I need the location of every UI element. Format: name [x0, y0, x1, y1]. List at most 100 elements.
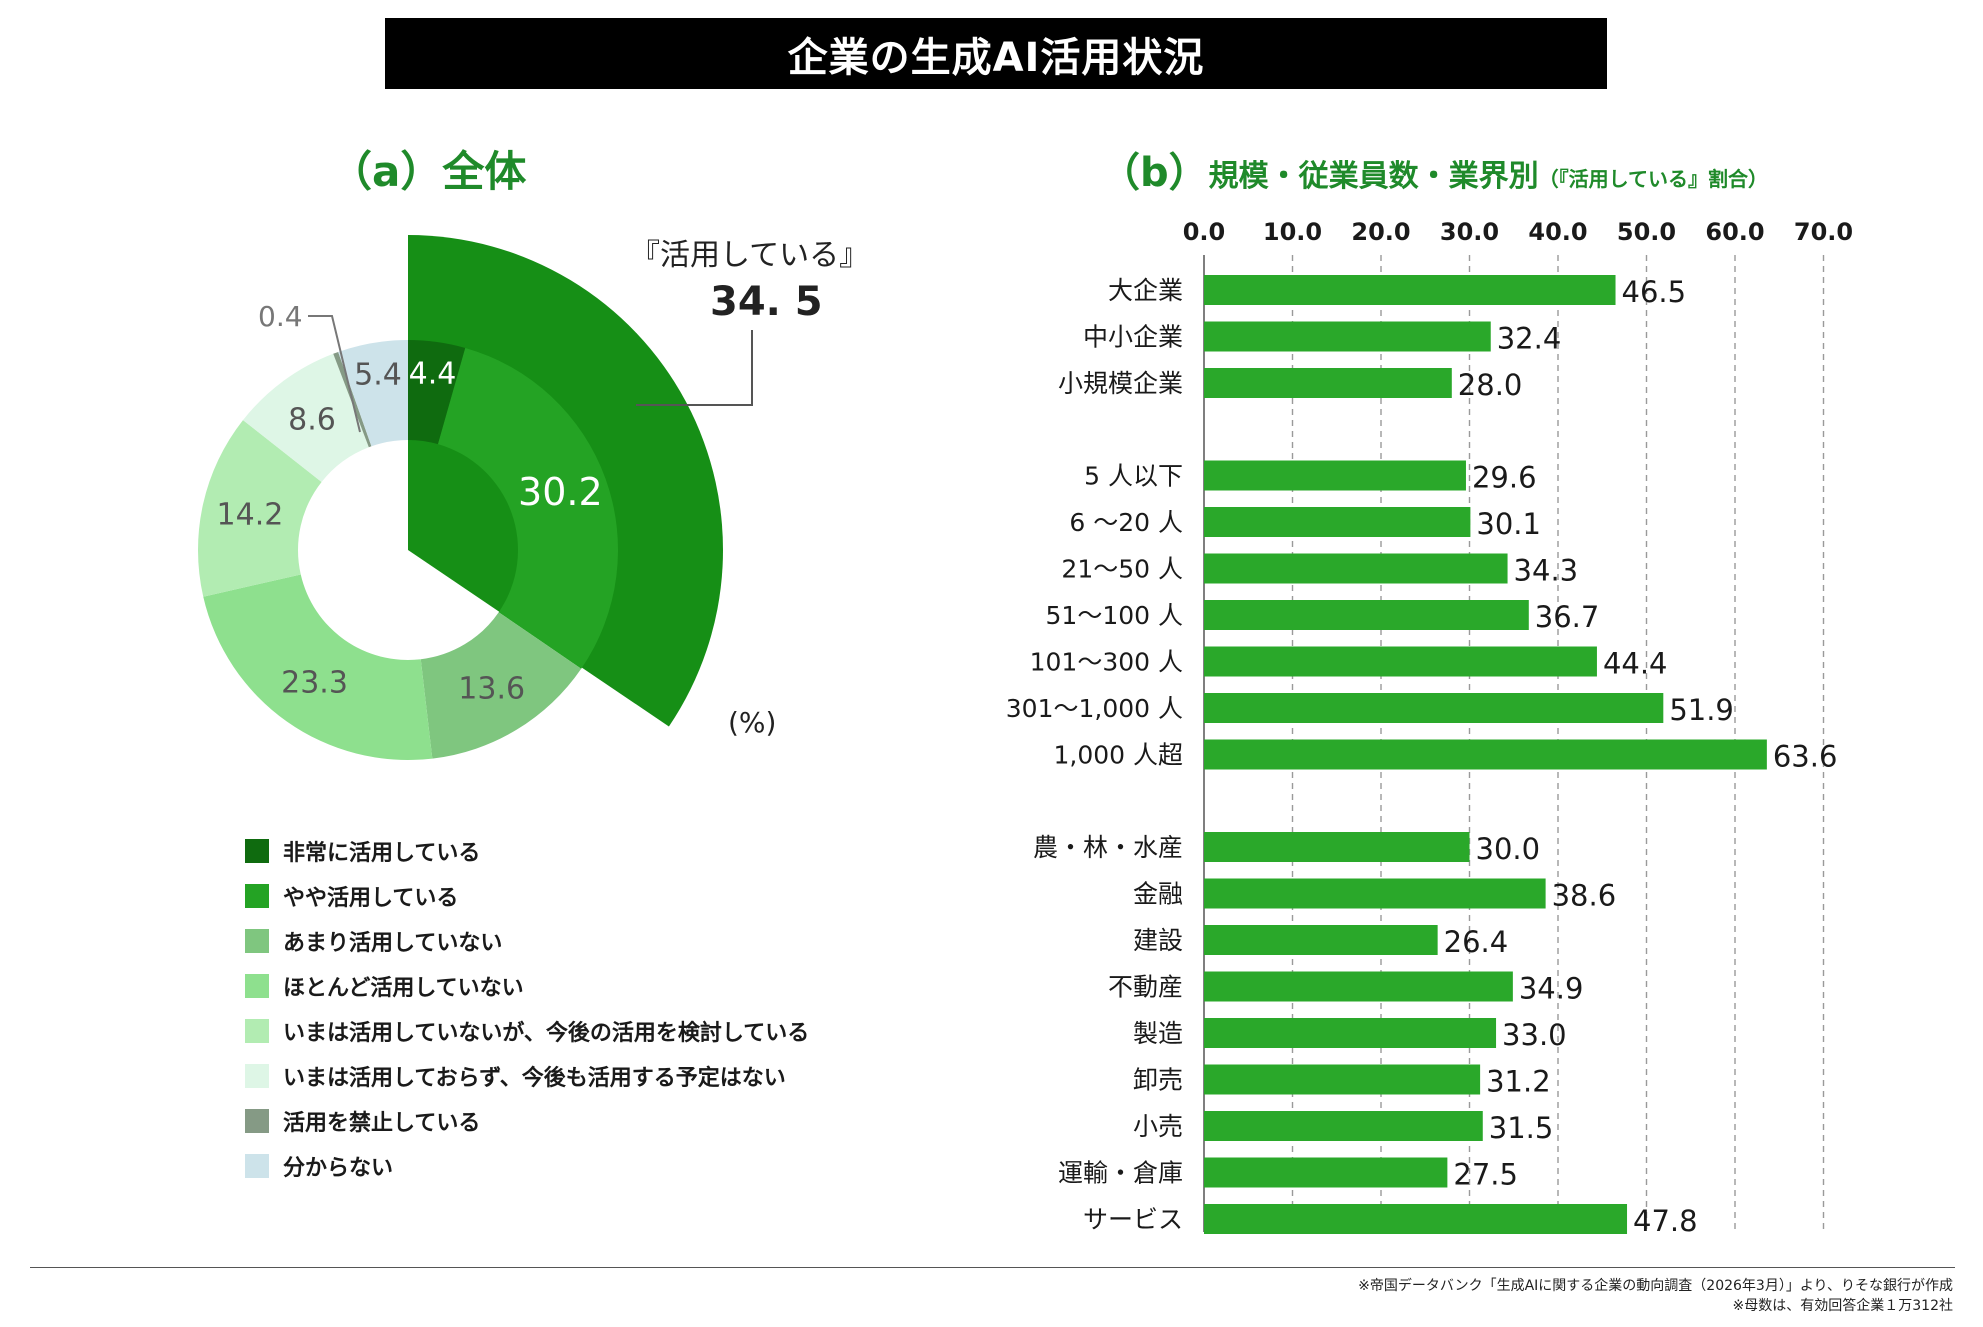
category-label: 不動産: [1108, 973, 1183, 1002]
category-label: 301～1,000 人: [1006, 694, 1183, 723]
slice-value-label: 13.6: [458, 672, 525, 707]
legend-item: やや活用している: [245, 873, 809, 918]
donut-slice-0: [408, 340, 466, 445]
legend-swatch: [245, 1108, 269, 1133]
category-label: 運輸・倉庫: [1058, 1159, 1183, 1188]
legend-label: 活用を禁止している: [283, 1110, 481, 1136]
small-slice-leader: [308, 315, 361, 433]
donut-slice-4: [198, 420, 322, 597]
sample-note: ※母数は、有効回答企業１万312社: [1732, 1298, 1953, 1314]
slice-value-label: 14.2: [217, 497, 284, 532]
legend-item: いまは活用していないが、今後の活用を検討している: [245, 1008, 809, 1053]
slice-value-label: 23.3: [281, 665, 348, 700]
category-label: サービス: [1083, 1205, 1183, 1234]
legend-swatch: [245, 1153, 269, 1178]
panel-b-heading: 規模・従業員数・業界別: [1208, 159, 1539, 194]
legend-label: 非常に活用している: [283, 840, 481, 866]
legend: 非常に活用しているやや活用しているあまり活用していない ほとんど活用していないいま…: [245, 828, 809, 1188]
legend-swatch: [245, 838, 269, 863]
small-slice-label: 0.4: [258, 300, 303, 333]
panel-b-letter: （b）: [1100, 150, 1209, 196]
category-label: 金融: [1133, 880, 1183, 909]
bar-value-label: 46.5: [1622, 275, 1687, 309]
legend-item: ほとんど活用していない: [245, 963, 809, 1008]
x-tick-label: 30.0: [1440, 218, 1499, 246]
category-label: 卸売: [1133, 1066, 1183, 1095]
bar: [1204, 739, 1767, 770]
bar-value-label: 29.6: [1472, 461, 1537, 495]
bar: [1204, 553, 1508, 584]
bar: [1204, 1111, 1483, 1141]
x-tick-label: 70.0: [1794, 218, 1853, 246]
legend-swatch: [245, 973, 269, 998]
bar-value-label: 28.0: [1458, 368, 1523, 402]
legend-label: あまり活用していない: [283, 930, 503, 956]
bar-value-label: 34.3: [1514, 554, 1579, 588]
unit-label: (%): [728, 706, 776, 739]
slice-value-label: 8.6: [288, 402, 336, 437]
x-tick-label: 50.0: [1617, 218, 1676, 246]
bar: [1204, 832, 1470, 862]
bar-value-label: 34.9: [1519, 972, 1584, 1006]
category-label: 1,000 人超: [1053, 741, 1183, 770]
category-label: 101～300 人: [1030, 648, 1183, 677]
category-label: 製造: [1133, 1019, 1183, 1048]
category-label: 小売: [1133, 1112, 1183, 1141]
category-label: 中小企業: [1083, 323, 1183, 352]
legend-swatch: [245, 928, 269, 953]
category-label: 農・林・水産: [1033, 833, 1183, 862]
bar-value-label: 36.7: [1535, 600, 1600, 634]
bar-value-label: 32.4: [1497, 322, 1562, 356]
donut-slice-1: [437, 347, 618, 669]
legend-label: ほとんど活用していない: [283, 975, 524, 1001]
bar-value-label: 31.5: [1489, 1111, 1554, 1145]
panel-b-title: （b）規模・従業員数・業界別（『活用している』割合）: [1100, 140, 1768, 198]
source-note: ※帝国データバンク「生成AIに関する企業の動向調査（2026年3月）」より、りそ…: [1358, 1278, 1953, 1294]
legend-item: 活用を禁止している: [245, 1098, 809, 1143]
callout-leader: [636, 330, 753, 406]
bar: [1204, 368, 1452, 398]
bar: [1204, 507, 1471, 537]
donut-slice-5: [242, 353, 369, 482]
bar-value-label: 38.6: [1552, 879, 1617, 913]
category-label: 51～100 人: [1046, 601, 1183, 630]
category-label: 小規模企業: [1058, 369, 1183, 398]
legend-swatch: [245, 883, 269, 908]
bar: [1204, 1157, 1448, 1188]
bar: [1204, 646, 1597, 677]
slice-value-label: 4.4: [409, 357, 457, 392]
slice-value-label: 30.2: [518, 470, 603, 514]
panel-b-note: （『活用している』割合）: [1538, 167, 1769, 191]
bar-value-label: 31.2: [1486, 1065, 1551, 1099]
category-label: 5 人以下: [1084, 462, 1183, 491]
category-label: 大企業: [1108, 276, 1183, 305]
category-label: 6 ～20 人: [1069, 508, 1183, 537]
legend-item: あまり活用していない: [245, 918, 809, 963]
legend-swatch: [245, 1063, 269, 1088]
donut-slice-7: [338, 340, 408, 447]
legend-label: いまは活用していないが、今後の活用を検討している: [283, 1020, 810, 1046]
chart-title: 企業の生成AI活用状況: [385, 18, 1607, 89]
panel-a-letter: （a）: [330, 147, 443, 196]
bar: [1204, 460, 1466, 491]
donut-slice-2: [420, 612, 582, 759]
slice-value-label: 5.4: [354, 358, 402, 393]
panel-a-heading: 全体: [442, 147, 527, 196]
bar-value-label: 44.4: [1603, 647, 1668, 681]
bar-value-label: 27.5: [1453, 1158, 1518, 1192]
bar: [1204, 1018, 1497, 1048]
bar: [1204, 925, 1438, 955]
category-label: 建設: [1133, 926, 1183, 955]
x-tick-label: 60.0: [1705, 218, 1764, 246]
bar: [1204, 971, 1513, 1002]
footer-divider: [30, 1267, 1955, 1268]
legend-label: 分からない: [283, 1155, 394, 1181]
x-tick-label: 40.0: [1528, 218, 1587, 246]
legend-item: 非常に活用している: [245, 828, 809, 873]
x-tick-label: 10.0: [1263, 218, 1322, 246]
panel-a-title: （a）全体: [330, 138, 526, 199]
bar: [1204, 1064, 1481, 1095]
bar-value-label: 47.8: [1633, 1204, 1698, 1238]
callout-label: 『活用している』: [630, 238, 869, 273]
bar: [1204, 1204, 1628, 1234]
